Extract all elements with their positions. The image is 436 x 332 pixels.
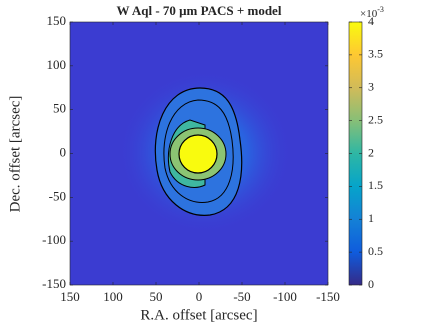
y-tick-label: 100 [47, 57, 67, 72]
colorbar-tick-label: 4 [368, 14, 374, 28]
colorbar-tick-label: 2 [368, 145, 374, 159]
y-axis-label: Dec. offset [arcsec] [7, 96, 23, 213]
image [69, 21, 329, 286]
colorbar-tick-label: 1.5 [368, 178, 383, 192]
y-tick-label: 50 [53, 101, 66, 116]
chart-title: W Aql - 70 μm PACS + model [117, 3, 282, 18]
x-tick-label: 50 [150, 289, 163, 304]
x-tick-label: -100 [273, 289, 297, 304]
x-tick-label: -50 [233, 289, 250, 304]
x-tick-label: 150 [60, 289, 80, 304]
y-tick-label: 150 [47, 13, 67, 28]
colorbar-multiplier-base: ×10 [360, 8, 378, 20]
colorbar-tick-label: 3.5 [368, 47, 383, 61]
y-tick-label: -50 [49, 188, 66, 203]
colorbar-multiplier: ×10-3 [360, 5, 384, 20]
y-tick-label: -150 [42, 276, 66, 291]
x-axis-label: R.A. offset [arcsec] [140, 307, 257, 323]
x-tick-label: -150 [316, 289, 340, 304]
colorbar-tick-label: 1 [368, 211, 374, 225]
y-tick-label: 0 [60, 144, 67, 159]
x-tick-label: 100 [103, 289, 123, 304]
colorbar-tick-label: 2.5 [368, 112, 383, 126]
colorbar-tick-label: 0.5 [368, 244, 383, 258]
colorbar-exponent: -3 [377, 5, 384, 14]
colorbar-tick-label: 0 [368, 277, 374, 291]
y-tick-label: -100 [42, 232, 66, 247]
colorbar-tick-label: 3 [368, 80, 374, 94]
x-tick-label: 0 [196, 289, 203, 304]
